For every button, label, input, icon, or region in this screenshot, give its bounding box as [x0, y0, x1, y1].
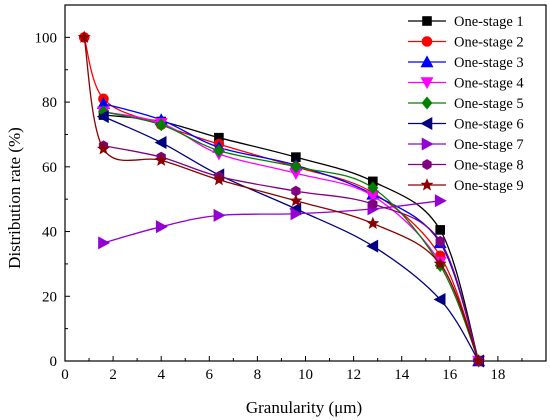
legend-label: One-stage 7	[454, 137, 524, 153]
series-line	[103, 145, 480, 362]
x-tick-label: 8	[254, 367, 262, 383]
legend-marker	[420, 116, 433, 131]
data-point	[213, 208, 226, 222]
data-point	[435, 225, 445, 235]
x-tick-label: 16	[442, 367, 458, 383]
y-tick-label: 0	[50, 354, 58, 370]
legend-item: One-stage 8	[408, 158, 524, 174]
data-point	[154, 136, 167, 150]
series-1	[98, 110, 484, 366]
data-point	[472, 354, 486, 367]
legend: One-stage 1 One-stage 2 One-stage 3 One-sta…	[408, 14, 524, 194]
series-9	[77, 30, 486, 367]
legend-label: One-stage 2	[454, 35, 524, 51]
series-group	[77, 30, 486, 368]
legend-label: One-stage 6	[454, 117, 524, 133]
legend-item: One-stage 6	[408, 117, 524, 133]
data-point	[433, 257, 447, 270]
y-tick-label: 80	[42, 95, 57, 111]
series-7	[98, 194, 447, 250]
data-point	[77, 30, 91, 43]
data-point	[212, 172, 226, 186]
x-tick-label: 14	[394, 367, 410, 383]
legend-item: One-stage 9	[408, 178, 524, 194]
data-point	[434, 194, 447, 208]
legend-marker	[422, 16, 432, 26]
series-line	[83, 37, 480, 362]
legend-label: One-stage 3	[454, 55, 524, 71]
legend-item: One-stage 2	[408, 35, 524, 51]
y-axis-title: Distribution rate (%)	[5, 127, 24, 269]
y-tick-label: 60	[42, 160, 57, 176]
x-tick-label: 4	[157, 367, 165, 383]
x-tick-label: 0	[61, 367, 69, 383]
data-point	[154, 153, 168, 166]
x-tick-label: 2	[109, 367, 117, 383]
legend-marker	[422, 159, 432, 170]
y-tick-label: 40	[42, 225, 57, 241]
data-point	[98, 236, 111, 250]
legend-marker	[420, 77, 434, 90]
x-tick-label: 10	[298, 367, 313, 383]
legend-item: One-stage 5	[408, 96, 524, 112]
y-tick-label: 100	[35, 30, 58, 46]
data-point	[433, 293, 446, 307]
legend-label: One-stage 8	[454, 158, 524, 174]
x-tick-label: 12	[346, 367, 361, 383]
data-point	[213, 144, 225, 158]
data-point	[368, 198, 378, 210]
y-tick-label: 20	[42, 289, 57, 305]
series-line	[103, 200, 441, 244]
legend-marker	[420, 55, 434, 68]
data-point	[366, 239, 379, 253]
legend-label: One-stage 1	[454, 14, 524, 30]
series-8	[98, 140, 484, 367]
x-tick-label: 6	[206, 367, 214, 383]
series-3	[96, 97, 486, 367]
data-point	[366, 216, 380, 229]
legend-marker	[421, 137, 434, 151]
legend-label: One-stage 4	[454, 76, 524, 92]
legend-item: One-stage 1	[408, 14, 524, 30]
data-point	[96, 110, 109, 124]
x-tick-label: 18	[490, 367, 505, 383]
data-point	[96, 142, 110, 155]
data-point	[155, 118, 167, 132]
legend-marker	[420, 178, 434, 191]
legend-label: One-stage 9	[454, 178, 524, 194]
x-axis-title: Granularity (μm)	[246, 398, 362, 417]
data-point	[289, 193, 303, 207]
series-line	[83, 37, 480, 362]
data-point	[290, 160, 302, 174]
data-point	[290, 207, 303, 221]
legend-marker	[421, 36, 433, 47]
series-6	[96, 110, 484, 368]
axes: 0 2 4 6 8 10 12 14 16 18 0 20 40 60 80 100	[35, 4, 547, 383]
data-point	[155, 220, 168, 234]
legend-label: One-stage 5	[454, 96, 524, 112]
legend-item: One-stage 4	[408, 76, 524, 92]
data-point	[367, 181, 379, 195]
legend-marker	[421, 96, 433, 110]
legend-item: One-stage 3	[408, 55, 524, 71]
legend-item: One-stage 7	[408, 137, 524, 153]
data-point	[435, 235, 445, 247]
